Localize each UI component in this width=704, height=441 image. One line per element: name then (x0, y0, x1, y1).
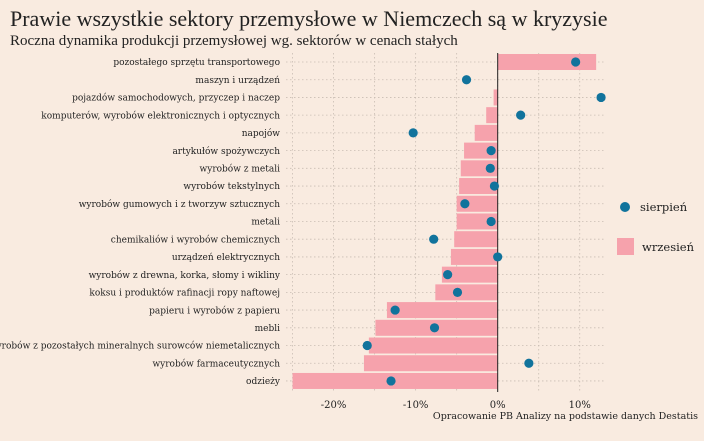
dot-sierpien (390, 305, 400, 315)
dot-sierpien (460, 199, 470, 209)
bar-wrzesien (497, 54, 597, 70)
category-label: pojazdów samochodowych, przyczep i nacze… (72, 93, 280, 104)
dot-sierpien (516, 110, 526, 120)
category-label: mebli (255, 324, 281, 334)
category-label: napojów (242, 128, 281, 139)
x-tick-label: 0% (490, 400, 506, 411)
dot-sierpien (486, 146, 496, 156)
dot-sierpien (386, 376, 396, 386)
legend-label-sierpien: sierpień (640, 200, 688, 214)
category-label: koksu i produktów rafinacji ropy naftowe… (89, 288, 280, 299)
category-label: wyrobów gumowych i z tworzyw sztucznych (79, 199, 280, 210)
category-label: wyrobów farmaceutycznych (152, 358, 280, 369)
bar-wrzesien (474, 124, 498, 141)
dot-sierpien (493, 252, 503, 262)
source-caption: Opracowanie PB Analizy na podstawie dany… (432, 411, 698, 422)
bar-wrzesien (456, 213, 498, 230)
bar-wrzesien (459, 178, 498, 195)
category-label: wyrobów z pozostałych mineralnych surowc… (0, 341, 280, 352)
legend-dot-marker (620, 202, 630, 212)
category-labels: pozostałego sprzętu transportowego maszyn… (0, 58, 281, 387)
legend-bar-marker (617, 238, 634, 255)
category-label: pozostałego sprzętu transportowego (113, 58, 280, 68)
dot-sierpien (596, 92, 606, 103)
legend: sierpień wrzesień (617, 200, 695, 255)
category-label: metali (251, 218, 280, 228)
category-label: wyrobów tekstylnych (183, 181, 280, 192)
chart-subtitle: Roczna dynamika produkcji przemysłowej w… (10, 33, 458, 49)
category-label: urządzeń elektrycznych (172, 252, 280, 263)
bar-wrzesien (486, 107, 498, 124)
dot-sierpien (524, 358, 534, 368)
category-label: artykułów spożywczych (172, 146, 280, 157)
bar-wrzesien (368, 337, 498, 354)
dot-sierpien (429, 234, 439, 244)
dot-sierpien (443, 270, 453, 280)
bar-wrzesien (435, 284, 498, 301)
x-tick-label: -20% (321, 400, 347, 411)
bars (292, 54, 597, 389)
x-axis-ticks: -20% -10% 0% 10% (321, 400, 591, 411)
bar-wrzesien (493, 89, 498, 106)
category-label: chemikaliów i wyrobów chemicznych (111, 234, 280, 245)
bar-wrzesien (450, 248, 498, 265)
dot-sierpien (486, 216, 496, 227)
dots (362, 57, 606, 386)
category-label: odzieży (246, 377, 281, 387)
dot-sierpien (485, 163, 495, 173)
dot-sierpien (408, 128, 418, 138)
category-label: maszyn i urządzeń (195, 75, 280, 86)
category-label: wyrobów z drewna, korka, słomy i wikliny (89, 270, 281, 281)
x-tick-label: -10% (403, 400, 429, 411)
x-tick-label: 10% (569, 400, 591, 411)
category-label: wyrobów z metali (200, 164, 281, 175)
chart-title: Prawie wszystkie sektory przemysłowe w N… (10, 6, 608, 31)
dot-sierpien (362, 340, 372, 351)
category-label: papieru i wyrobów z papieru (149, 305, 280, 316)
bar-wrzesien (454, 231, 498, 248)
dot-sierpien (571, 57, 581, 67)
category-label: komputerów, wyrobów elektronicznych i op… (41, 110, 280, 121)
bar-wrzesien (441, 266, 498, 283)
dot-sierpien (429, 323, 440, 333)
legend-label-wrzesien: wrzesień (642, 240, 695, 254)
bar-wrzesien (386, 302, 498, 319)
dot-sierpien (452, 287, 463, 297)
bar-wrzesien (363, 355, 498, 372)
dot-sierpien (489, 181, 500, 191)
dot-sierpien (461, 75, 472, 85)
